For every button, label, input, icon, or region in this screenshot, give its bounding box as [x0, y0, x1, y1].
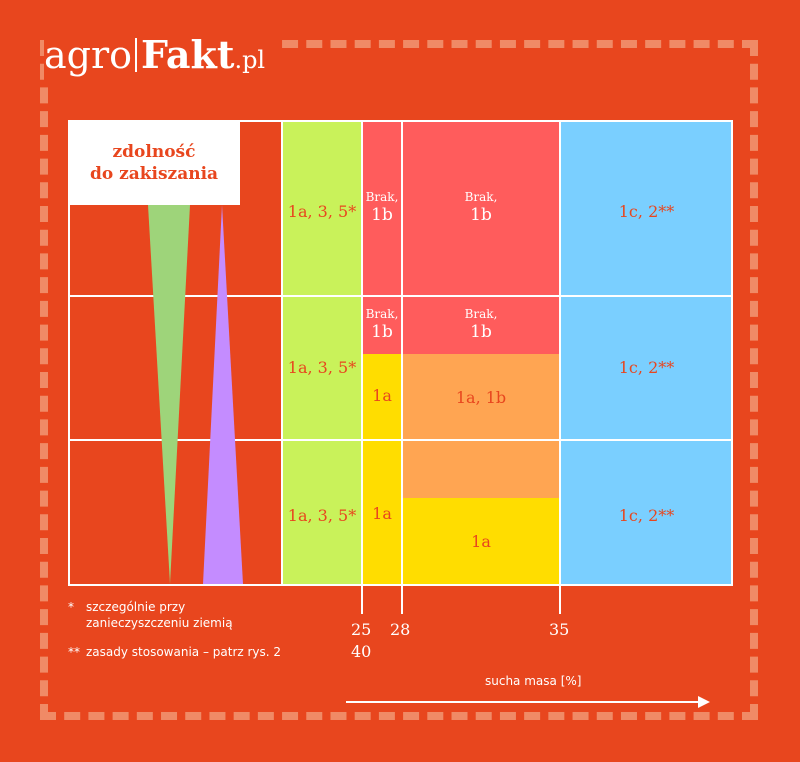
note-2-mark: ** — [68, 645, 80, 659]
tick-28 — [401, 586, 403, 614]
dashed-frame — [40, 40, 758, 720]
grid-line-v3 — [361, 120, 363, 586]
cell-green-r1: 1a, 3, 5* — [287, 202, 357, 221]
grid-line-v6 — [731, 120, 733, 586]
silage-ability-line1: zdolność — [112, 141, 196, 162]
tick-label-40: 40 — [351, 642, 372, 661]
grid-line-v5 — [559, 120, 561, 586]
note-1-mark: * — [68, 600, 74, 614]
logo-pl: .pl — [234, 46, 266, 74]
cell-red-wide-r1-line1: Brak, — [464, 190, 498, 204]
tick-label-35: 35 — [549, 620, 570, 639]
cell-red-narrow-r1-line1: Brak, — [365, 190, 399, 204]
green-triangle — [148, 205, 190, 584]
grid-line-v2 — [281, 120, 283, 586]
cell-blue-r1: 1c, 2** — [618, 202, 675, 221]
logo-fakt: Fakt — [141, 32, 235, 77]
grid-line-v4 — [401, 120, 403, 586]
blue-column — [560, 120, 733, 586]
logo-divider — [135, 38, 138, 72]
x-axis-label: sucha masa [%] — [485, 674, 582, 688]
cell-red-wide-r2: Brak, 1b — [402, 296, 560, 354]
purple-triangle — [203, 205, 243, 584]
grid-line-h0 — [68, 120, 733, 122]
cell-yellow-wide-r3: 1a — [402, 498, 560, 586]
silage-ability-label: zdolność do zakiszania — [68, 120, 240, 205]
cell-green-r3: 1a, 3, 5* — [287, 506, 357, 525]
tick-label-28: 28 — [390, 620, 411, 639]
green-column — [282, 120, 362, 586]
cell-red-narrow-r2-line1: Brak, — [365, 307, 399, 321]
tick-label-25: 25 — [351, 620, 372, 639]
note-1-text-1: szczególnie przy — [86, 600, 186, 614]
note-1-text-2: zanieczyszczeniu ziemią — [86, 616, 233, 630]
x-axis-arrow — [346, 696, 710, 708]
grid-line-h3 — [68, 584, 733, 586]
cell-blue-r2: 1c, 2** — [618, 358, 675, 377]
cell-green-r2: 1a, 3, 5* — [287, 358, 357, 377]
cell-yellow-narrow-r2: 1a — [372, 386, 392, 405]
logo-agro: agro — [44, 33, 133, 77]
silage-ability-line2: do zakiszania — [89, 163, 219, 184]
cell-red-wide-r2-line2: 1b — [470, 322, 492, 342]
tick-25 — [361, 586, 363, 614]
cell-red-narrow-r1: Brak, 1b — [362, 120, 402, 296]
cell-yellow-narrow-r3: 1a — [372, 504, 392, 523]
cell-red-narrow-r2: Brak, 1b — [362, 296, 402, 354]
tick-35 — [559, 586, 561, 614]
cell-red-wide-r2-line1: Brak, — [464, 307, 498, 321]
agrofakt-logo: agro Fakt.pl — [44, 32, 280, 83]
note-2-text: zasady stosowania – patrz rys. 2 — [86, 645, 282, 659]
grid-line-v1 — [68, 120, 70, 586]
grid-line-h1 — [68, 295, 733, 297]
cell-red-narrow-r2-line2: 1b — [371, 322, 393, 342]
cell-orange-r2: 1a, 1b — [402, 354, 560, 498]
yellow-narrow-column — [362, 354, 402, 586]
cell-blue-r3: 1c, 2** — [618, 506, 675, 525]
grid-line-h2 — [68, 439, 733, 441]
cell-red-narrow-r1-line2: 1b — [371, 205, 393, 225]
cell-red-wide-r1: Brak, 1b — [402, 120, 560, 296]
cell-red-wide-r1-line2: 1b — [470, 205, 492, 225]
